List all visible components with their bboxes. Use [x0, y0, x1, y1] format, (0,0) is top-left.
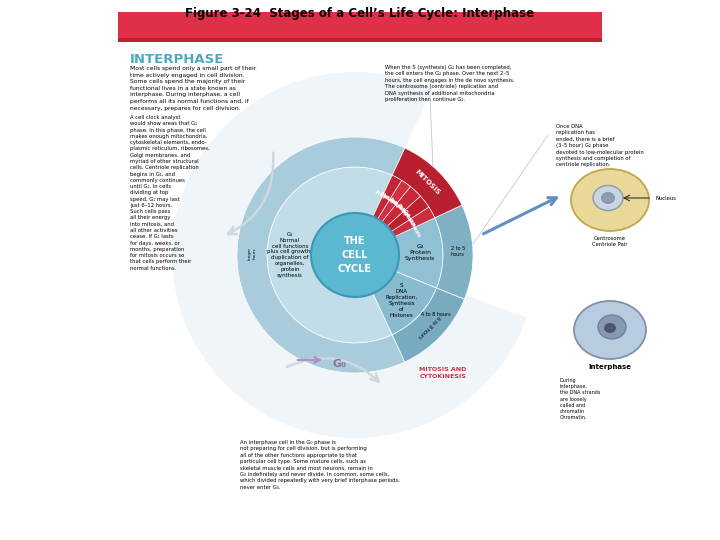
Text: G₁
Normal
cell functions
plus cell growth,
duplication of
organelles,
protein
sy: G₁ Normal cell functions plus cell growt… [267, 232, 312, 279]
Wedge shape [435, 205, 473, 299]
Wedge shape [390, 207, 435, 237]
Wedge shape [382, 187, 420, 227]
Wedge shape [173, 97, 355, 255]
Ellipse shape [605, 323, 616, 333]
Text: When the S (synthesis) G₂ has been completed,
the cell enters the G₂ phase. Over: When the S (synthesis) G₂ has been compl… [385, 65, 515, 102]
Text: Figure 3-24  Stages of a Cell’s Life Cycle: Interphase: Figure 3-24 Stages of a Cell’s Life Cycl… [186, 7, 534, 20]
Wedge shape [237, 137, 405, 373]
Text: G₀: G₀ [333, 359, 347, 369]
Text: 4 to 8 hours: 4 to 8 hours [420, 312, 451, 318]
Text: Cytokinesis: Cytokinesis [402, 208, 422, 239]
Text: INTERPHASE: INTERPHASE [130, 53, 225, 66]
Wedge shape [355, 255, 527, 432]
Ellipse shape [571, 169, 649, 231]
Wedge shape [373, 176, 402, 219]
Text: Interphase: Interphase [588, 364, 631, 370]
Text: Centrosome
Centriole Pair: Centrosome Centriole Pair [593, 236, 628, 247]
FancyBboxPatch shape [118, 38, 602, 42]
Ellipse shape [574, 301, 646, 359]
Text: During
interphase,
the DNA strands
are loosely
called and
chromatin
Chromatin.: During interphase, the DNA strands are l… [560, 378, 600, 420]
Text: Nucleus: Nucleus [656, 195, 677, 200]
FancyBboxPatch shape [118, 12, 602, 42]
Wedge shape [264, 72, 432, 255]
Wedge shape [238, 255, 402, 438]
Text: S
DNA
Replication,
Synthesis
of
Histones: S DNA Replication, Synthesis of Histones [386, 282, 418, 318]
Wedge shape [392, 148, 462, 218]
Wedge shape [172, 239, 355, 395]
Wedge shape [392, 288, 464, 362]
Text: Telophase: Telophase [396, 203, 417, 228]
Text: longer
hours: longer hours [248, 246, 256, 260]
FancyBboxPatch shape [112, 10, 608, 520]
Ellipse shape [311, 213, 399, 297]
Text: Most cells spend only a small part of their
time actively engaged in cell divisi: Most cells spend only a small part of th… [130, 66, 256, 111]
Text: Metaphase: Metaphase [379, 191, 407, 213]
Wedge shape [267, 167, 392, 343]
Text: Anaphase: Anaphase [388, 197, 411, 219]
Text: A cell clock analyst
would show areas that G₁
phase. In this phase, the cell
mak: A cell clock analyst would show areas th… [130, 115, 210, 271]
Wedge shape [373, 271, 436, 335]
Text: An interphase cell in the G₀ phase is
not preparing for cell division, but is pe: An interphase cell in the G₀ phase is no… [240, 440, 400, 490]
Wedge shape [386, 196, 429, 232]
Wedge shape [393, 218, 443, 288]
Text: 6 to 8 hours: 6 to 8 hours [417, 314, 441, 339]
Ellipse shape [598, 315, 626, 339]
Text: MITOSIS AND
CYTOKINESIS: MITOSIS AND CYTOKINESIS [419, 367, 467, 379]
Text: G₂
Protein
Synthesis: G₂ Protein Synthesis [405, 244, 435, 261]
Text: THE
CELL
CYCLE: THE CELL CYCLE [338, 236, 372, 274]
Text: MITOSIS: MITOSIS [414, 168, 441, 196]
Text: 2 to 5
hours: 2 to 5 hours [451, 246, 465, 257]
Text: Prophase: Prophase [374, 190, 399, 206]
Ellipse shape [593, 186, 623, 211]
Ellipse shape [601, 192, 614, 204]
Wedge shape [377, 180, 410, 222]
Text: Once DNA
replication has
ended, there is a brief
(3–5 hour) G₂ phase
devoted to : Once DNA replication has ended, there is… [556, 124, 644, 167]
